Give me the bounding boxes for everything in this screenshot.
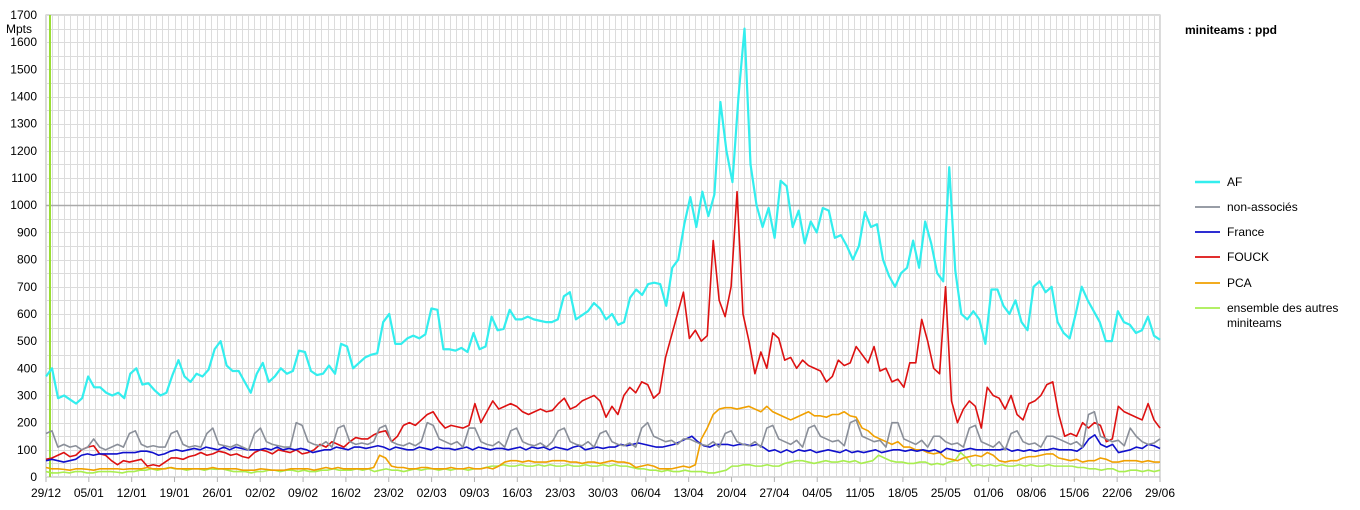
y-tick-label: 800	[17, 253, 37, 267]
x-tick-label: 08/06	[1016, 486, 1046, 500]
x-tick-label: 26/01	[202, 486, 232, 500]
y-tick-label: 1700	[10, 8, 37, 22]
y-tick-label: 1600	[10, 35, 37, 49]
series-lines	[45, 27, 1161, 474]
x-tick-label: 13/04	[674, 486, 704, 500]
x-tick-label: 06/04	[631, 486, 661, 500]
x-tick-label: 22/06	[1102, 486, 1132, 500]
x-axis-ticks: 29/12 05/01 12/01 19/01 26/01 02/02 09/02 16/02…	[31, 477, 1175, 500]
legend-label: AF	[1227, 175, 1242, 189]
y-tick-label: 1100	[11, 171, 37, 185]
legend-label: non-associés	[1227, 200, 1298, 214]
x-tick-label: 30/03	[588, 486, 618, 500]
x-tick-label: 25/05	[931, 486, 961, 500]
x-tick-label: 19/01	[160, 486, 190, 500]
y-tick-label: 100	[17, 443, 37, 457]
y-tick-label: 1500	[10, 62, 37, 76]
x-tick-label: 16/03	[502, 486, 532, 500]
series-line	[45, 410, 1161, 451]
series-line	[45, 405, 1160, 472]
x-tick-label: 04/05	[802, 486, 832, 500]
series-line	[45, 451, 1161, 474]
legend-label: PCA	[1227, 276, 1252, 290]
y-tick-label: 400	[17, 361, 37, 375]
y-tick-label: 700	[17, 280, 37, 294]
y-tick-label: 1000	[10, 198, 37, 212]
legend-label: FOUCK	[1227, 250, 1269, 264]
x-tick-label: 23/02	[374, 486, 404, 500]
x-tick-label: 11/05	[846, 486, 875, 500]
x-tick-label: 05/01	[74, 486, 104, 500]
x-tick-label: 27/04	[759, 486, 789, 500]
x-tick-label: 29/12	[31, 486, 61, 500]
x-tick-label: 20/04	[717, 486, 747, 500]
y-tick-label: 0	[30, 470, 37, 484]
legend-label: France	[1227, 225, 1265, 239]
legend-label: ensemble des autres miniteams	[1227, 301, 1338, 330]
x-tick-label: 02/02	[245, 486, 275, 500]
legend: AF non-associés France FOUCK PCA ensemble des…	[1195, 175, 1338, 330]
x-tick-label: 18/05	[888, 486, 918, 500]
y-tick-label: 1400	[10, 90, 37, 104]
x-tick-label: 12/01	[117, 486, 147, 500]
x-tick-label: 09/03	[459, 486, 489, 500]
series-line	[45, 27, 1161, 405]
y-tick-label: 900	[17, 225, 37, 239]
y-tick-label: 600	[17, 307, 37, 321]
grid	[45, 14, 1161, 478]
y-tick-label: 1300	[10, 117, 37, 131]
y-axis-ticks: 0 100 200 300 400 500 600 700 800 900 1000 1100 1200…	[10, 8, 37, 484]
y-tick-label: 500	[17, 334, 37, 348]
series-line	[45, 434, 1161, 463]
chart-title: miniteams : ppd	[1185, 23, 1277, 37]
x-tick-label: 02/03	[417, 486, 447, 500]
y-axis-label: Mpts	[6, 22, 32, 36]
x-tick-label: 29/06	[1145, 486, 1175, 500]
x-tick-label: 09/02	[288, 486, 318, 500]
series-line	[45, 190, 1161, 467]
x-tick-label: 01/06	[974, 486, 1004, 500]
y-tick-label: 300	[17, 388, 37, 402]
y-tick-label: 1200	[10, 144, 37, 158]
y-tick-label: 200	[17, 416, 37, 430]
x-tick-label: 23/03	[545, 486, 575, 500]
x-tick-label: 15/06	[1059, 486, 1089, 500]
x-tick-label: 16/02	[331, 486, 361, 500]
